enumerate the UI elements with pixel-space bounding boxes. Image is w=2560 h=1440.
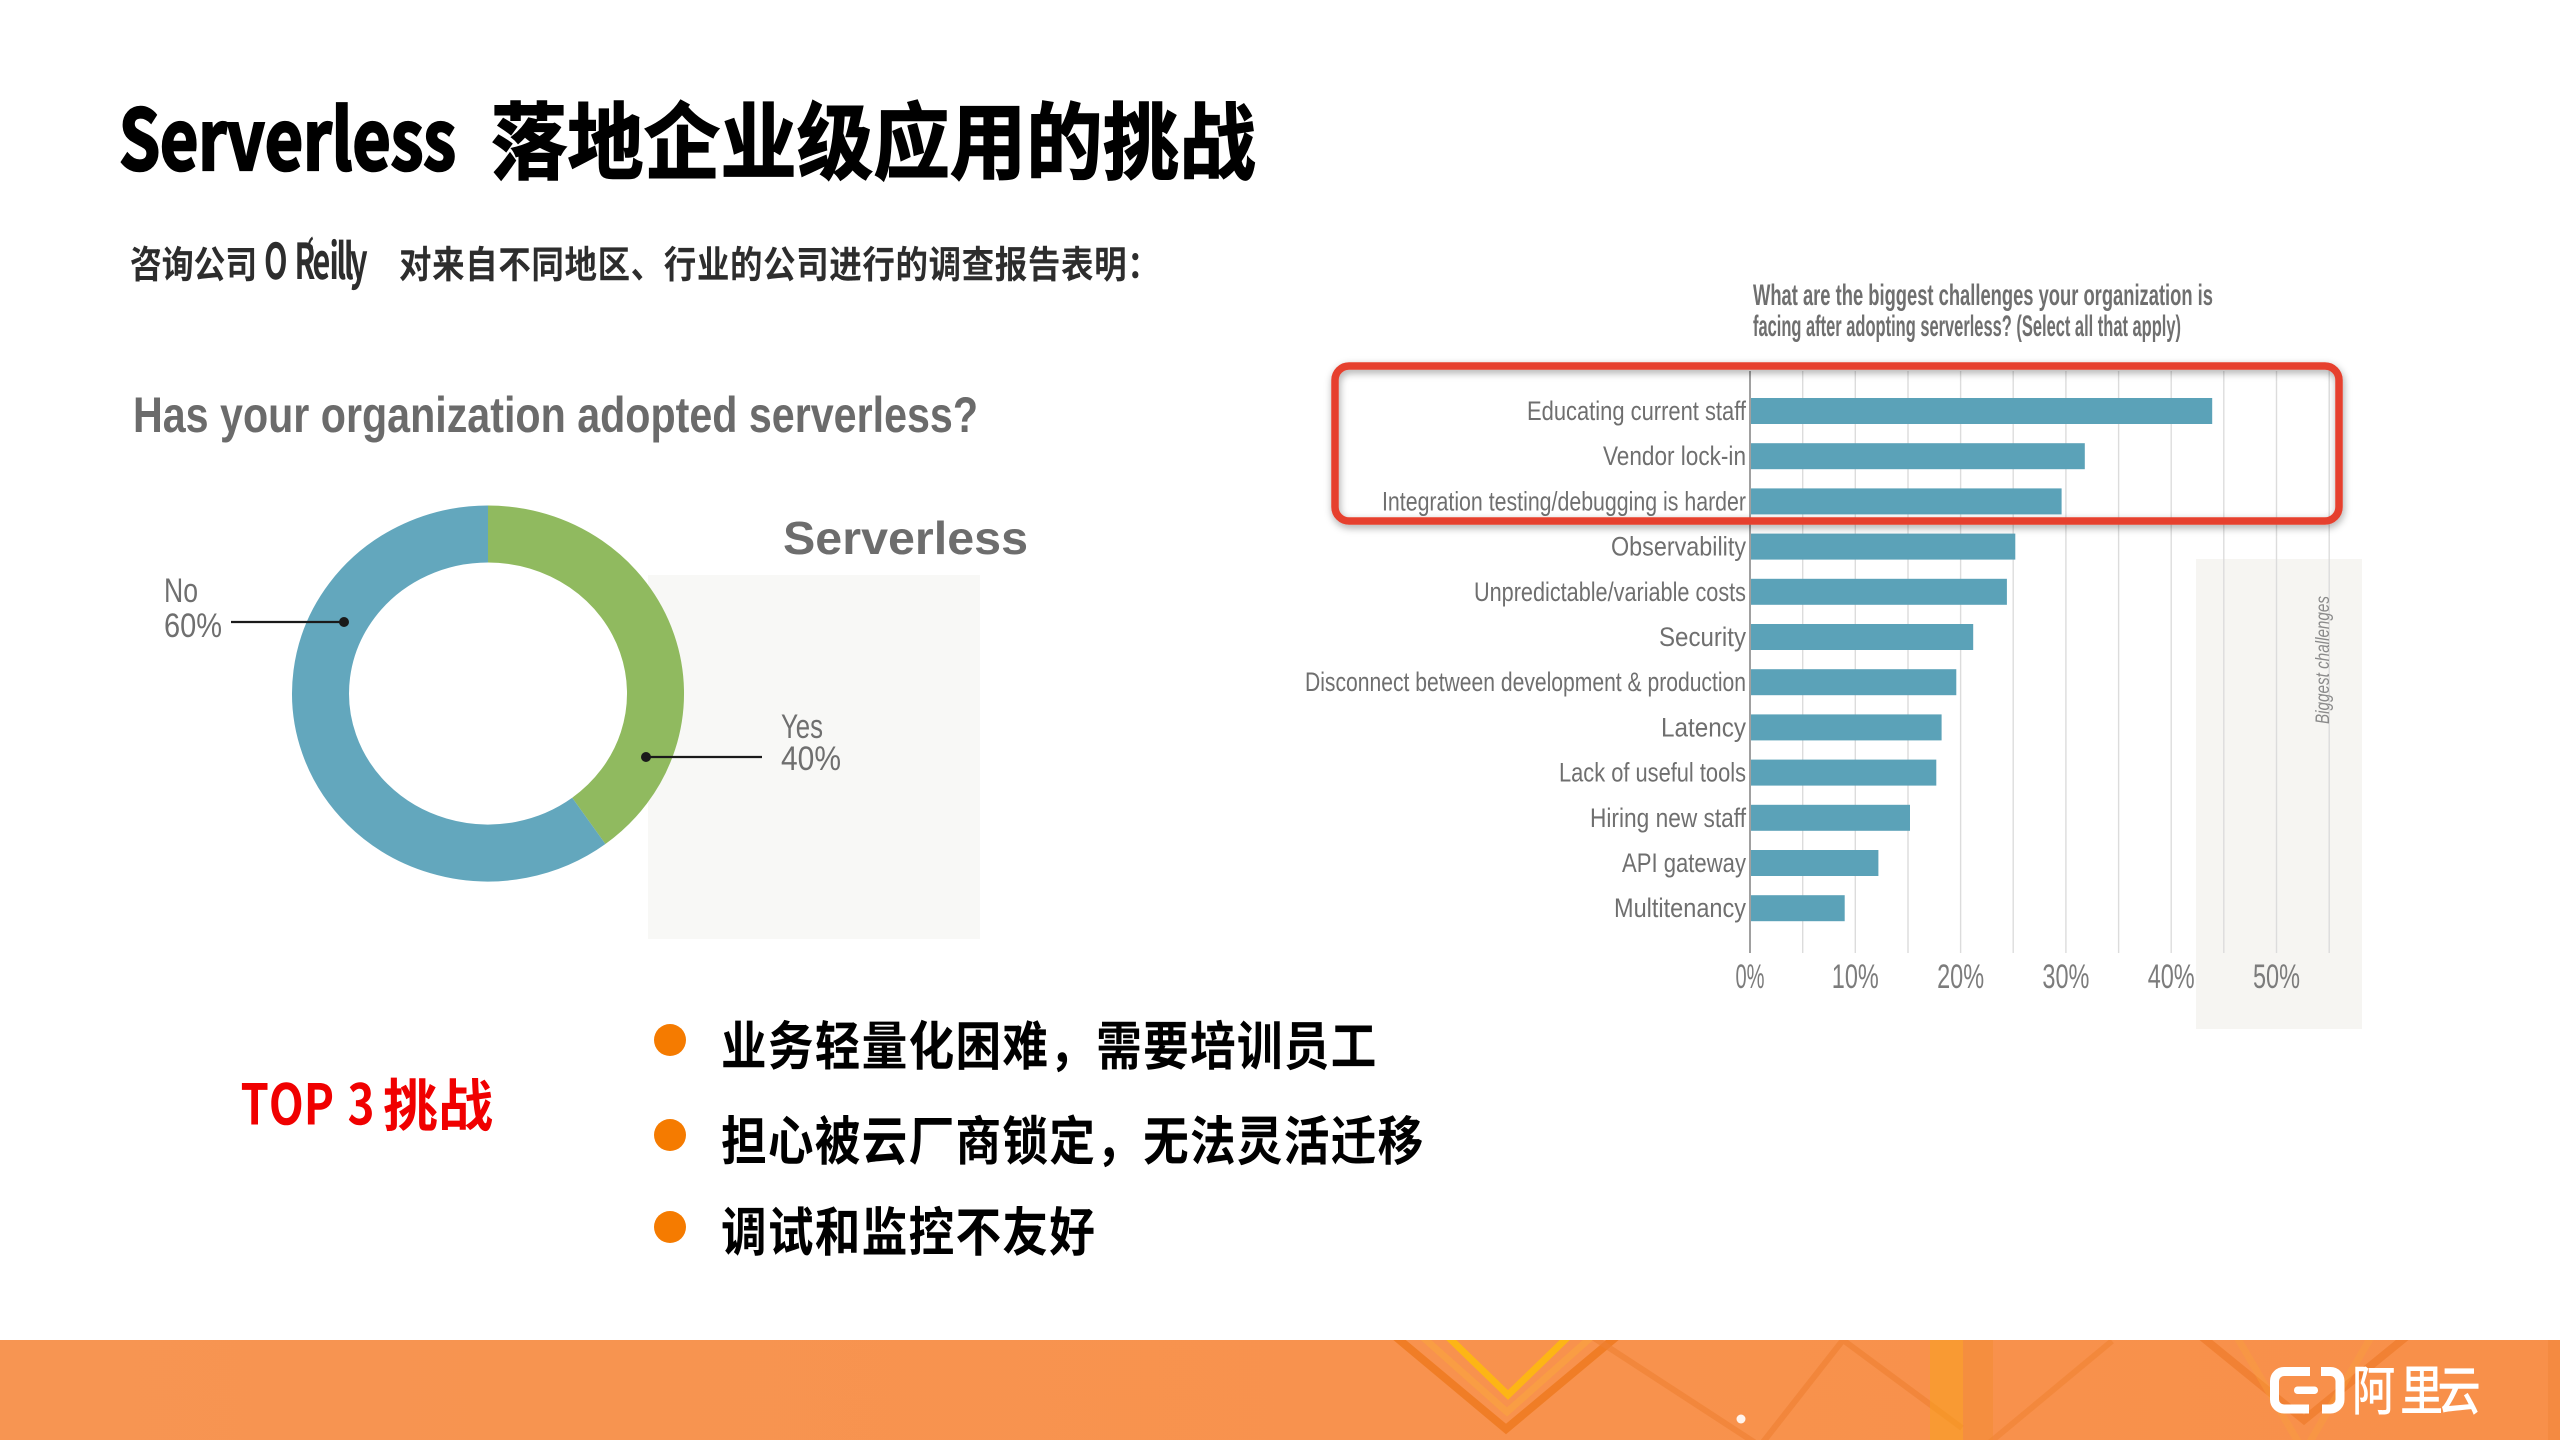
svg-text:Biggest challenges: Biggest challenges (2313, 596, 2334, 724)
svg-text:40%: 40% (781, 740, 841, 778)
svg-text:No: No (164, 572, 198, 610)
svg-text:Integration testing/debugging: Integration testing/debugging is harder (1382, 486, 1746, 516)
svg-text:API gateway: API gateway (1622, 848, 1746, 878)
svg-text:Vendor lock-in: Vendor lock-in (1603, 441, 1746, 471)
svg-text:30%: 30% (2042, 958, 2089, 996)
svg-text:20%: 20% (1937, 958, 1984, 996)
svg-text:Hiring new staff: Hiring new staff (1590, 803, 1746, 833)
svg-text:10%: 10% (1832, 958, 1879, 996)
svg-text:40%: 40% (2148, 958, 2195, 996)
svg-text:Observability: Observability (1611, 532, 1746, 562)
svg-text:Lack of useful tools: Lack of useful tools (1559, 758, 1746, 788)
svg-text:Has your organization adopted: Has your organization adopted serverless… (133, 387, 978, 443)
svg-text:Yes: Yes (781, 708, 823, 746)
svg-text:0%: 0% (1736, 958, 1765, 996)
svg-text:Serverless: Serverless (783, 512, 1028, 564)
svg-text:facing after adopting serverle: facing after adopting serverless? (Selec… (1753, 310, 2181, 343)
svg-text:Security: Security (1659, 622, 1746, 652)
svg-text:50%: 50% (2253, 958, 2300, 996)
svg-text:What are the biggest challenge: What are the biggest challenges your org… (1753, 279, 2213, 312)
svg-text:Disconnect between development: Disconnect between development & product… (1305, 667, 1746, 697)
svg-text:Educating current staff: Educating current staff (1527, 396, 1746, 426)
svg-text:Multitenancy: Multitenancy (1614, 893, 1746, 923)
svg-text:60%: 60% (164, 607, 222, 645)
svg-text:Unpredictable/variable costs: Unpredictable/variable costs (1474, 577, 1746, 607)
svg-text:Latency: Latency (1661, 712, 1746, 742)
